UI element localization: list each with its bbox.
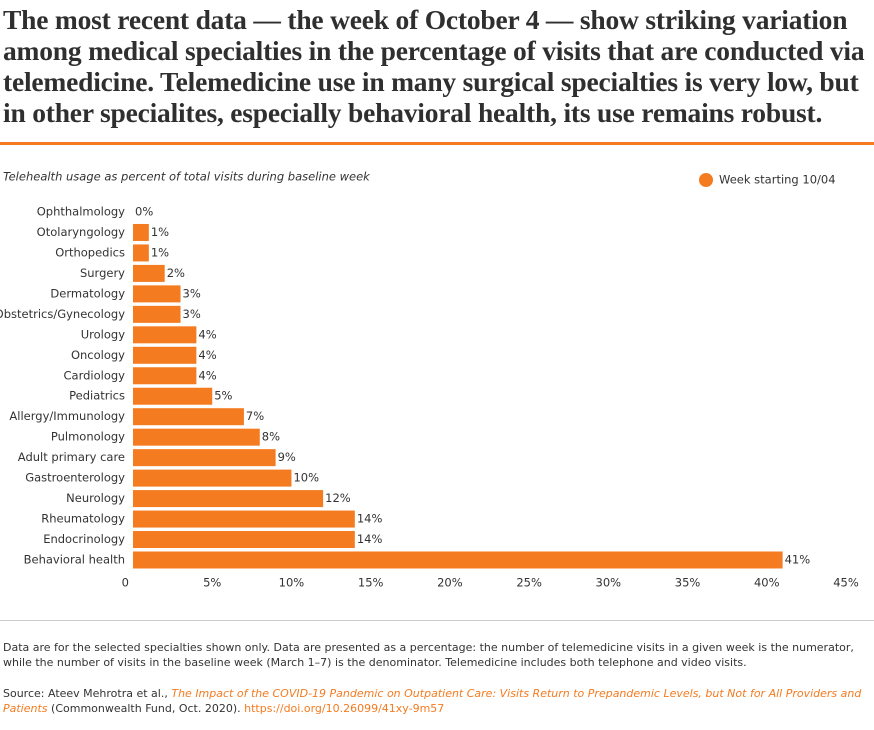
bar	[133, 367, 197, 385]
value-label: 1%	[151, 245, 169, 259]
bar	[133, 346, 197, 364]
x-tick-label: 20%	[437, 576, 463, 590]
value-label: 14%	[357, 532, 383, 546]
y-tick-label: Otolaryngology	[37, 225, 126, 239]
bar	[133, 408, 244, 426]
bar	[133, 387, 213, 405]
value-label: 14%	[357, 512, 383, 526]
bar	[133, 449, 276, 467]
y-tick-label: Rheumatology	[41, 512, 125, 526]
chart-subtitle: Telehealth usage as percent of total vis…	[3, 170, 371, 184]
value-label: 8%	[262, 430, 280, 444]
y-tick-label: Behavioral health	[24, 552, 125, 566]
x-tick-label: 15%	[358, 576, 384, 590]
y-tick-label: Obstetrics/Gynecology	[0, 307, 125, 321]
bar	[133, 305, 181, 323]
source-middle: (Commonwealth Fund, Oct. 2020).	[47, 702, 245, 715]
bar	[133, 326, 197, 344]
value-label: 4%	[198, 368, 216, 382]
bar	[133, 551, 783, 569]
value-label: 3%	[183, 286, 201, 300]
source-doi[interactable]: https://doi.org/10.26099/41xy-9m57	[244, 702, 445, 715]
legend-marker	[699, 173, 713, 187]
value-label: 7%	[246, 409, 264, 423]
value-label: 9%	[278, 450, 296, 464]
x-tick-label: 35%	[675, 576, 701, 590]
x-tick-label: 5%	[203, 576, 221, 590]
y-tick-label: Urology	[81, 327, 125, 341]
value-label: 0%	[135, 205, 153, 219]
y-tick-label: Oncology	[71, 348, 125, 362]
notes: Data are for the selected specialties sh…	[3, 641, 854, 669]
y-tick-label: Pediatrics	[69, 389, 125, 403]
bar	[133, 469, 292, 487]
y-tick-label: Gastroenterology	[25, 471, 125, 485]
source-title[interactable]: The Impact of the COVID-19 Pandemic on O…	[3, 687, 862, 715]
value-label: 4%	[198, 327, 216, 341]
value-label: 10%	[293, 471, 319, 485]
bar	[133, 490, 324, 508]
headline: The most recent data — the week of Octob…	[3, 4, 865, 128]
legend-label: Week starting 10/04	[719, 173, 836, 187]
bar	[133, 264, 165, 282]
y-tick-label: Endocrinology	[43, 532, 125, 546]
value-label: 5%	[214, 389, 232, 403]
x-tick-label: 45%	[833, 576, 859, 590]
value-label: 1%	[151, 225, 169, 239]
x-tick-label: 40%	[754, 576, 780, 590]
y-tick-label: Ophthalmology	[37, 205, 125, 219]
rule	[0, 142, 874, 145]
y-tick-label: Cardiology	[64, 368, 126, 382]
bar	[133, 285, 181, 303]
x-tick-label: 25%	[516, 576, 542, 590]
y-tick-label: Orthopedics	[55, 245, 125, 259]
chart: Telehealth usage as percent of total vis…	[0, 170, 859, 590]
bar	[133, 223, 149, 241]
y-tick-label: Surgery	[80, 266, 125, 280]
bar	[133, 510, 355, 528]
bar	[133, 428, 260, 446]
x-tick-label: 0	[122, 576, 129, 590]
bar	[133, 531, 355, 549]
y-tick-label: Dermatology	[50, 286, 125, 300]
source: Source: Ateev Mehrotra et al., The Impac…	[3, 686, 869, 716]
y-tick-label: Pulmonology	[51, 430, 125, 444]
x-tick-label: 10%	[279, 576, 305, 590]
y-tick-label: Neurology	[66, 491, 125, 505]
value-label: 3%	[183, 307, 201, 321]
bar	[133, 244, 149, 262]
value-label: 2%	[167, 266, 185, 280]
value-label: 41%	[785, 552, 811, 566]
value-label: 4%	[198, 348, 216, 362]
source-prefix: Source: Ateev Mehrotra et al.,	[3, 687, 172, 700]
value-label: 12%	[325, 491, 351, 505]
x-tick-label: 30%	[596, 576, 622, 590]
divider	[0, 620, 874, 621]
y-tick-label: Allergy/Immunology	[9, 409, 125, 423]
y-tick-label: Adult primary care	[18, 450, 125, 464]
